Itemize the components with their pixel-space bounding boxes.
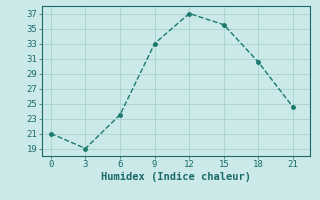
X-axis label: Humidex (Indice chaleur): Humidex (Indice chaleur) bbox=[101, 172, 251, 182]
